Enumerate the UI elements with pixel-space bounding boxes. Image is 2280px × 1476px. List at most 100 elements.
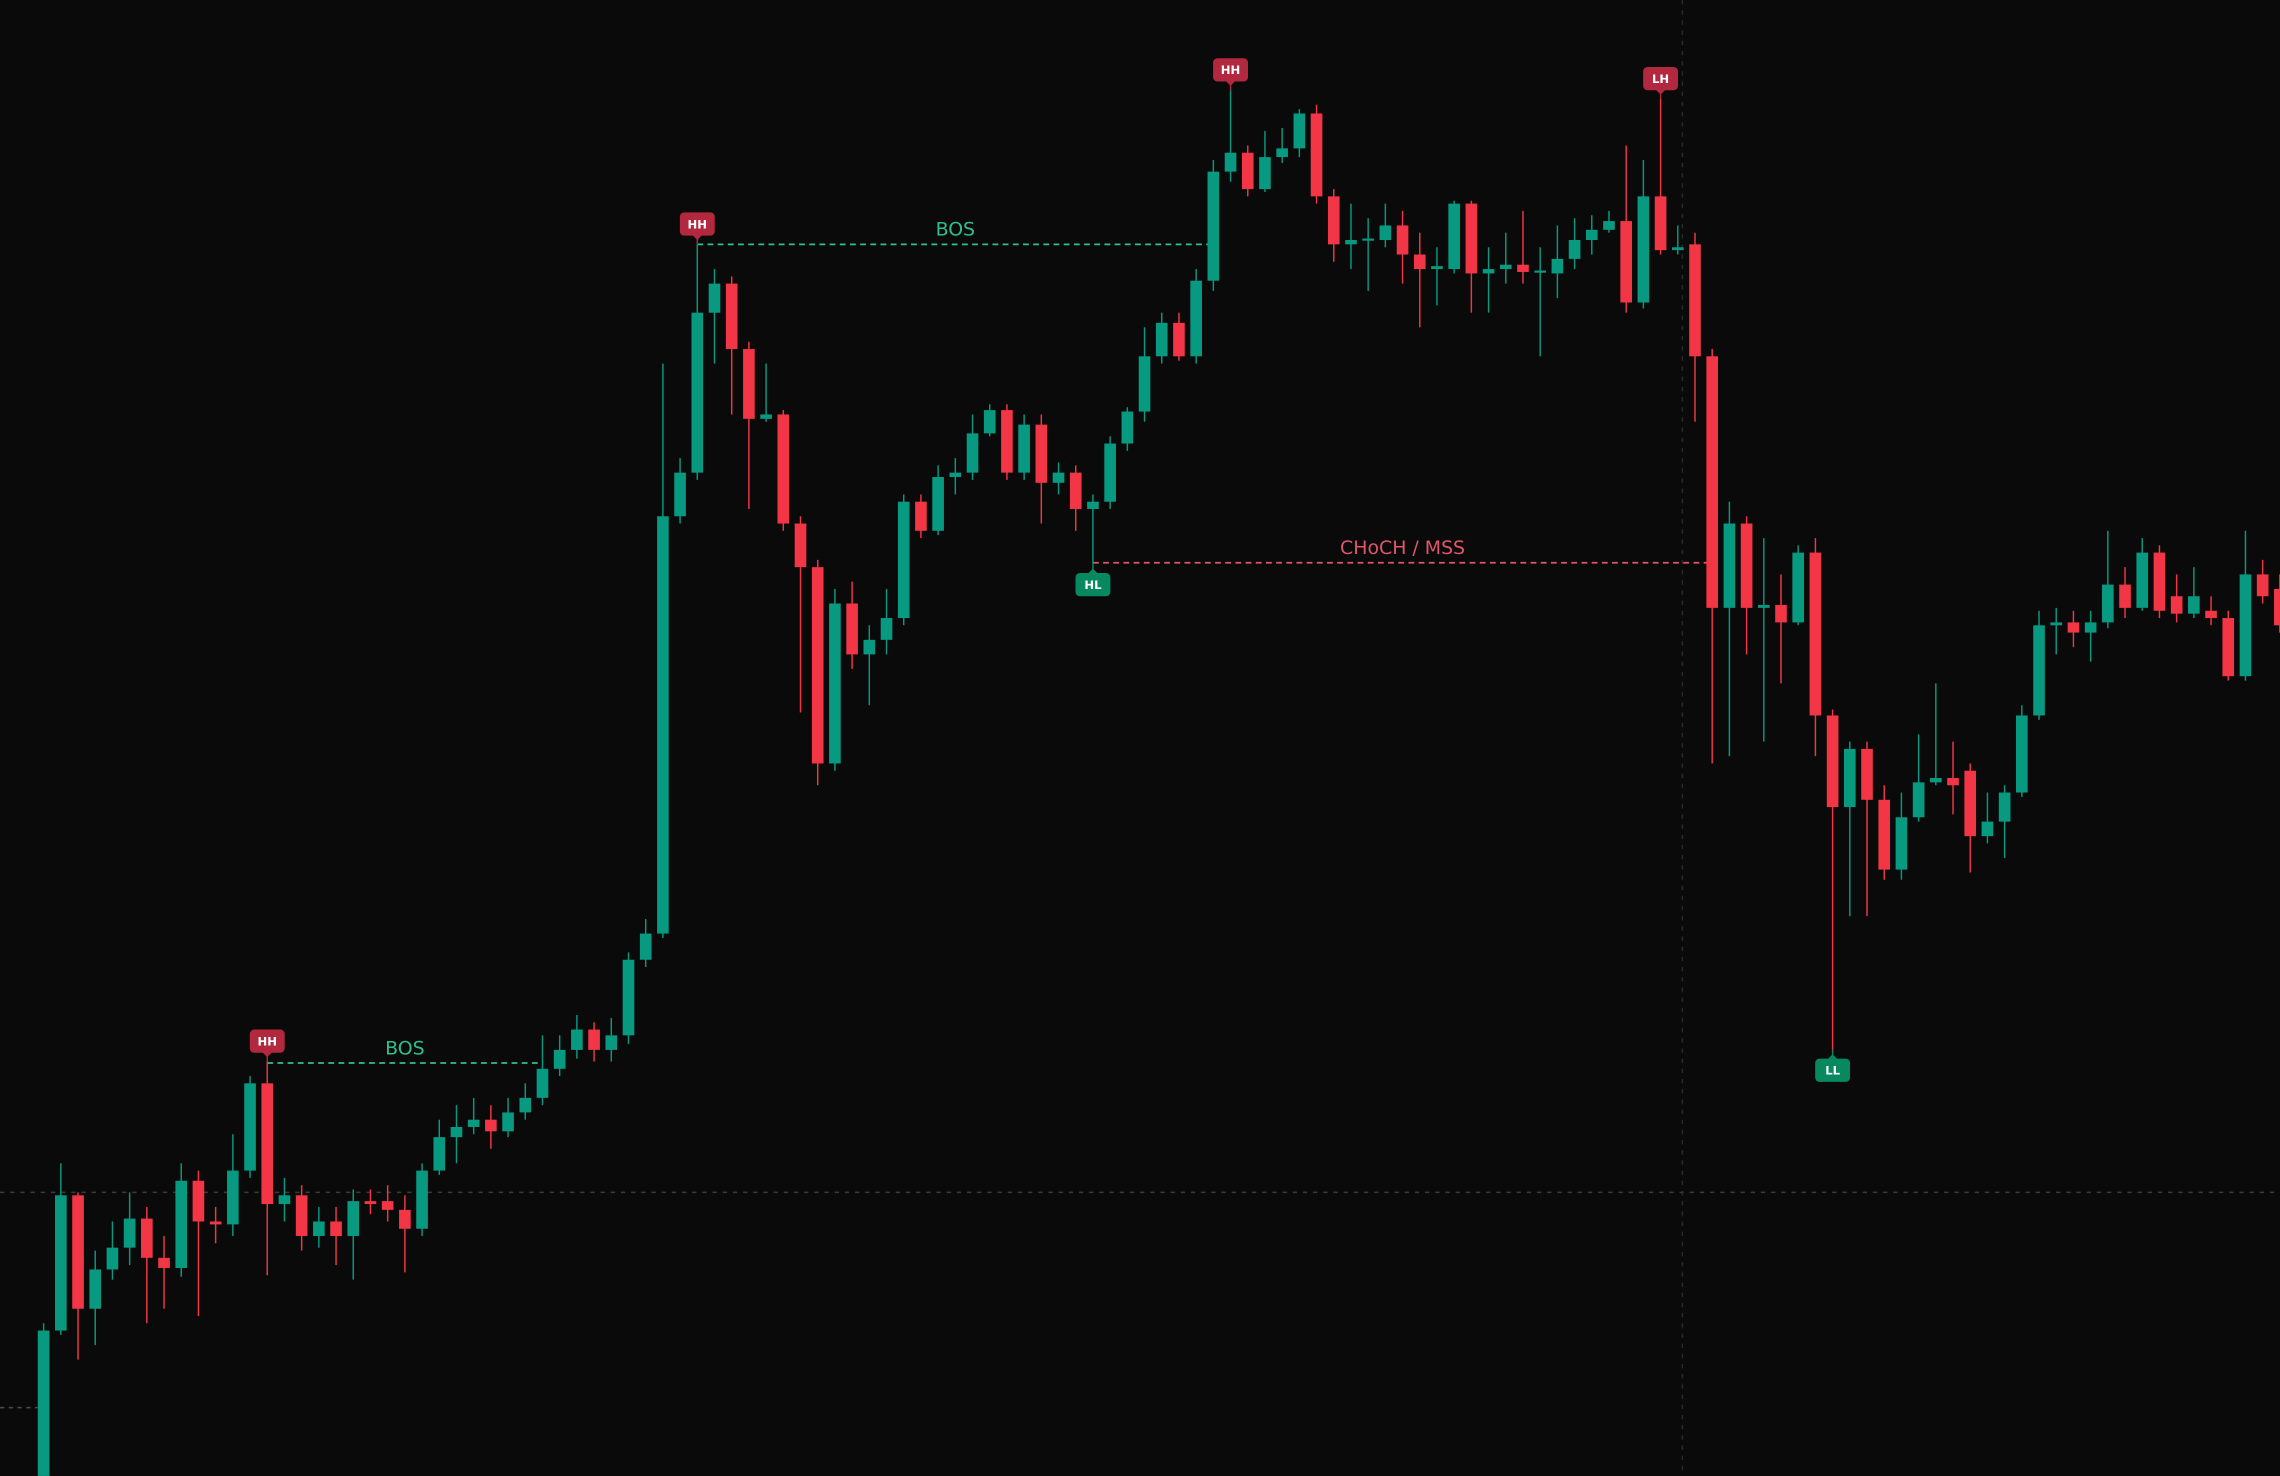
candle-body	[1809, 552, 1822, 716]
marker-badge	[249, 1029, 285, 1053]
candle-body	[1293, 113, 1306, 149]
candle-body	[1757, 604, 1770, 608]
candle-body	[1843, 748, 1856, 808]
marker-pointer	[691, 234, 704, 240]
candle-body	[399, 1209, 411, 1229]
candle-body	[416, 1170, 428, 1229]
candle-body	[2170, 596, 2183, 614]
candle-body	[1551, 258, 1564, 274]
candle-body	[1637, 196, 1650, 303]
marker-label: HH	[258, 1035, 277, 1049]
candle-body	[674, 472, 686, 517]
candle-body	[158, 1257, 170, 1269]
candle-body	[2084, 622, 2097, 633]
candle-body	[2222, 618, 2235, 677]
candle-body	[244, 1083, 256, 1171]
candle-body	[1585, 229, 1598, 240]
candle-body	[55, 1195, 67, 1331]
candles	[37, 90, 2280, 1476]
candle-body	[89, 1269, 102, 1309]
marker-label: LH	[1652, 72, 1669, 86]
marker-badge	[1643, 66, 1679, 91]
candle-body	[347, 1201, 360, 1237]
markers: HH HH HL HH LH LL	[249, 58, 1851, 1082]
candle-body	[691, 312, 704, 473]
candle-body	[1362, 238, 1374, 241]
candle-body	[777, 414, 790, 524]
candle-body	[983, 410, 996, 434]
candle-body	[1534, 270, 1546, 273]
candle-body	[2016, 715, 2028, 793]
candle-body	[1155, 322, 1168, 357]
candle-body	[1224, 152, 1237, 172]
level-label: CHoCH / MSS	[1340, 537, 1465, 559]
candle-body	[2067, 622, 2080, 633]
candle-body	[364, 1201, 377, 1205]
marker-label: HH	[1221, 63, 1240, 77]
candle-body	[1241, 152, 1254, 190]
marker-pointer	[1224, 80, 1237, 86]
candle-body	[794, 523, 807, 568]
candle-body	[915, 501, 927, 531]
marker-badge	[1213, 58, 1248, 82]
candle-body	[1671, 247, 1684, 251]
candle-body	[123, 1218, 136, 1248]
candle-body	[1069, 472, 1082, 509]
candle-body	[1259, 157, 1271, 190]
candle-body	[1104, 443, 1116, 502]
candle-body	[1138, 356, 1151, 412]
candle-body	[760, 414, 772, 419]
candle-body	[381, 1201, 394, 1210]
candle-body	[1740, 523, 1753, 608]
candle-body	[1482, 269, 1495, 274]
candle-body	[1861, 748, 1873, 800]
candle-body	[2050, 622, 2063, 626]
candle-body	[880, 618, 893, 640]
candle-body	[1568, 239, 1581, 259]
candle-body	[657, 516, 669, 934]
candle-body	[829, 603, 841, 764]
candle-body	[846, 603, 858, 655]
candle-body	[1001, 410, 1013, 473]
candle-body	[1912, 782, 1925, 818]
candle-body	[1947, 777, 1959, 786]
candle-body	[536, 1068, 549, 1098]
candle-body	[1276, 148, 1288, 158]
candle-body	[141, 1218, 153, 1258]
candle-body	[1792, 552, 1805, 623]
candle-body	[2256, 574, 2269, 597]
candle-body	[313, 1221, 325, 1237]
candle-body	[2274, 588, 2280, 626]
candle-body	[72, 1195, 84, 1309]
candle-body	[467, 1119, 480, 1127]
candle-body	[1723, 523, 1736, 608]
candle-body	[1087, 501, 1099, 509]
candle-body	[295, 1195, 308, 1237]
levels: BOS BOS CHoCH / MSS	[267, 219, 1713, 1064]
candle-body	[502, 1112, 514, 1132]
candle-body	[2205, 610, 2217, 619]
candle-body	[1431, 266, 1443, 270]
level-label: BOS	[385, 1037, 425, 1059]
candle-body	[1603, 221, 1615, 230]
candle-body	[1499, 264, 1512, 270]
marker-label: HH	[688, 217, 707, 231]
candle-body	[966, 433, 979, 473]
candle-body	[571, 1029, 583, 1050]
candle-body	[192, 1180, 205, 1222]
candle-body	[2102, 584, 2114, 623]
candle-body	[450, 1126, 463, 1138]
candle-body	[227, 1170, 239, 1225]
candle-body	[1035, 424, 1048, 483]
marker-label: LL	[1825, 1064, 1840, 1078]
candle-body	[1775, 604, 1787, 623]
candle-body	[2119, 584, 2131, 608]
candle-body	[433, 1137, 446, 1171]
candle-body	[708, 283, 721, 313]
candle-body	[1998, 792, 2011, 822]
candle-body	[1396, 225, 1409, 255]
candle-body	[1345, 239, 1357, 245]
candle-body	[1620, 221, 1633, 303]
